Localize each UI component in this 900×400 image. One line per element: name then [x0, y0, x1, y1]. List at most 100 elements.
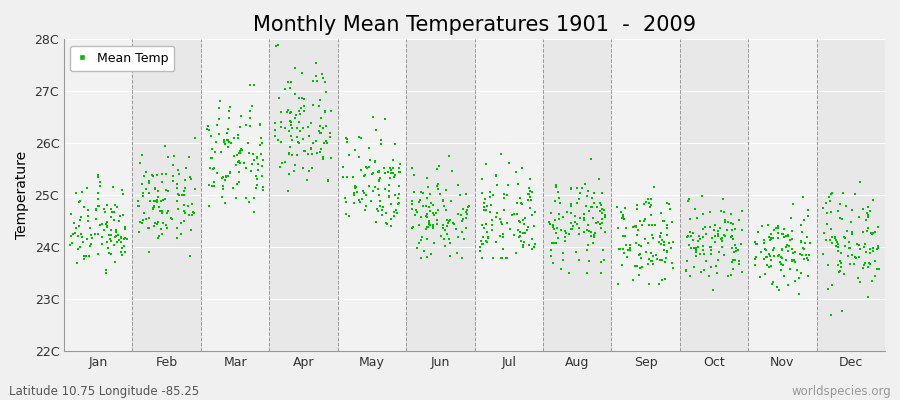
Point — [697, 247, 711, 253]
Point — [227, 153, 241, 160]
Point — [865, 230, 879, 237]
Point — [295, 165, 310, 171]
Point — [509, 211, 524, 218]
Point — [290, 134, 304, 140]
Point — [209, 139, 223, 145]
Point — [314, 130, 328, 136]
Point — [346, 174, 360, 180]
Point — [132, 228, 147, 235]
Point — [698, 223, 712, 230]
Point — [508, 250, 523, 256]
Point — [867, 197, 881, 204]
Point — [791, 275, 806, 281]
Point — [152, 232, 166, 239]
Point — [634, 264, 649, 270]
Point — [80, 218, 94, 224]
Point — [866, 248, 880, 254]
Point — [431, 186, 446, 192]
Point — [594, 270, 608, 276]
Point — [517, 239, 531, 245]
Point — [848, 254, 862, 260]
Point — [277, 86, 292, 92]
Point — [353, 198, 367, 205]
Point — [703, 224, 717, 230]
Point — [247, 209, 261, 216]
Point — [422, 204, 436, 210]
Point — [118, 248, 132, 255]
Point — [65, 240, 79, 246]
Point — [316, 156, 330, 162]
Point — [254, 135, 268, 141]
Point — [856, 265, 870, 272]
Point — [320, 89, 334, 96]
Point — [358, 171, 373, 178]
Point — [234, 146, 248, 152]
Point — [428, 210, 443, 216]
Point — [205, 146, 220, 152]
Point — [434, 233, 448, 240]
Point — [431, 206, 446, 213]
Point — [706, 235, 720, 242]
Point — [242, 198, 256, 205]
Point — [480, 203, 494, 209]
Point — [382, 169, 396, 175]
Point — [132, 202, 147, 209]
Point — [650, 256, 664, 262]
Point — [251, 166, 266, 173]
Point — [580, 246, 594, 253]
Point — [346, 192, 361, 198]
Point — [514, 238, 528, 244]
Point — [371, 168, 385, 175]
Point — [770, 225, 785, 231]
Point — [593, 221, 608, 227]
Point — [679, 266, 693, 273]
Point — [202, 203, 217, 209]
Point — [660, 200, 674, 206]
Point — [183, 253, 197, 260]
Point — [523, 176, 537, 182]
Point — [831, 244, 845, 250]
Point — [777, 234, 791, 240]
Point — [860, 264, 875, 270]
Point — [762, 251, 777, 257]
Point — [166, 173, 180, 180]
Point — [641, 261, 655, 267]
Point — [526, 244, 541, 250]
Point — [575, 185, 590, 191]
Point — [642, 222, 656, 229]
Point — [296, 136, 310, 142]
Point — [405, 197, 419, 204]
Point — [428, 240, 442, 246]
Point — [370, 206, 384, 212]
Bar — [816, 39, 885, 351]
Point — [147, 198, 161, 204]
Point — [148, 185, 162, 192]
Point — [292, 118, 306, 125]
Point — [160, 188, 175, 194]
Point — [870, 246, 885, 252]
Point — [210, 122, 224, 128]
Point — [771, 230, 786, 236]
Point — [494, 254, 508, 261]
Point — [559, 230, 573, 236]
Point — [858, 260, 872, 266]
Point — [436, 198, 450, 204]
Point — [778, 233, 793, 239]
Point — [422, 222, 436, 228]
Point — [100, 223, 114, 229]
Point — [760, 222, 775, 228]
Point — [283, 118, 297, 124]
Point — [626, 277, 641, 283]
Point — [323, 130, 338, 136]
Point — [368, 184, 382, 190]
Point — [832, 258, 847, 264]
Point — [155, 230, 169, 237]
Point — [277, 124, 292, 131]
Point — [501, 160, 516, 166]
Point — [774, 267, 788, 274]
Point — [639, 199, 653, 206]
Point — [375, 207, 390, 213]
Point — [485, 226, 500, 233]
Point — [795, 252, 809, 259]
Point — [849, 191, 863, 197]
